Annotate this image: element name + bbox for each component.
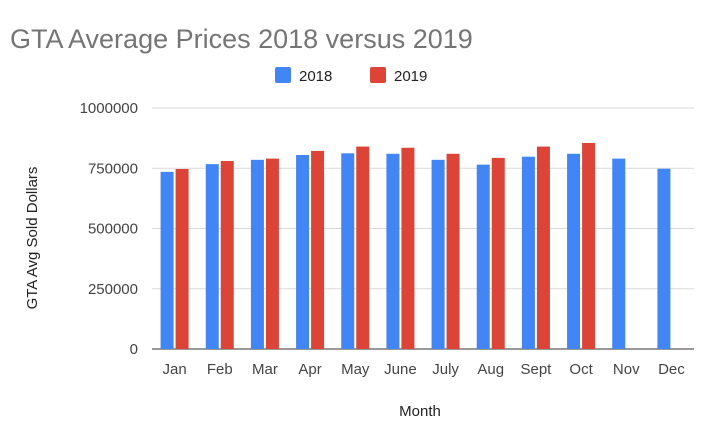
x-tick-label: Aug <box>477 361 504 378</box>
bar-2018-july <box>431 159 445 349</box>
bar-2018-may <box>341 153 355 349</box>
bar-2018-feb <box>205 164 219 349</box>
bar-2018-dec <box>657 168 671 349</box>
bar-2019-oct <box>582 142 596 349</box>
bar-2018-apr <box>296 154 310 349</box>
bar-2019-feb <box>220 161 234 349</box>
x-tick-label: Nov <box>613 361 640 378</box>
x-tick-label: Oct <box>569 361 593 378</box>
y-tick-label: 250000 <box>88 281 138 298</box>
bar-2019-july <box>446 153 460 349</box>
bar-2018-mar <box>250 159 264 349</box>
x-tick-label: Feb <box>207 361 233 378</box>
bar-2019-jan <box>175 168 189 349</box>
x-tick-label: June <box>384 361 417 378</box>
gridlines <box>152 107 694 350</box>
legend-label: 2018 <box>299 68 332 85</box>
bar-2019-mar <box>265 158 279 349</box>
x-axis-title: Month <box>399 403 441 420</box>
x-tick-label: July <box>432 361 459 378</box>
bar-2019-apr <box>311 150 325 349</box>
x-tick-label: Sept <box>520 361 552 378</box>
bar-2018-aug <box>476 164 490 349</box>
y-axis-ticks: 0 250000 500000 750000 1000000 <box>80 100 138 358</box>
bar-2019-june <box>401 147 415 349</box>
bar-2018-sept <box>521 156 535 349</box>
bar-2019-aug <box>491 157 505 349</box>
chart-title: GTA Average Prices 2018 versus 2019 <box>10 24 473 54</box>
bar-2018-oct <box>567 153 581 349</box>
y-tick-label: 750000 <box>88 160 138 177</box>
x-tick-label: Apr <box>298 361 321 378</box>
bar-2019-may <box>356 146 370 349</box>
y-tick-label: 500000 <box>88 221 138 238</box>
legend-label: 2019 <box>394 68 427 85</box>
x-tick-label: Jan <box>162 361 186 378</box>
y-tick-label: 1000000 <box>80 100 138 117</box>
legend-swatch-2019 <box>370 67 386 83</box>
legend: 2018 2019 <box>275 67 427 85</box>
legend-swatch-2018 <box>275 67 291 83</box>
x-tick-label: May <box>341 361 370 378</box>
y-axis-title: GTA Avg Sold Dollars <box>24 167 41 310</box>
bar-2019-sept <box>536 146 550 349</box>
bar-2018-june <box>386 153 400 349</box>
bar-2018-jan <box>160 171 174 349</box>
y-tick-label: 0 <box>130 341 138 358</box>
x-tick-label: Mar <box>252 361 278 378</box>
bars <box>160 142 671 349</box>
bar-2018-nov <box>612 158 626 349</box>
x-axis-ticks: Jan Feb Mar Apr May June July Aug Sept Oct Nov Dec <box>162 361 685 378</box>
x-tick-label: Dec <box>658 361 685 378</box>
